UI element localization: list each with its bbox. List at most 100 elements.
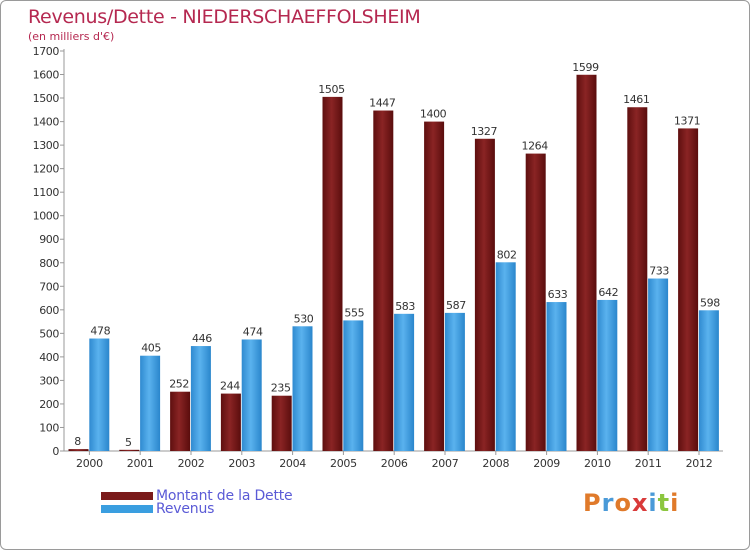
x-tick-label: 2007: [432, 457, 459, 470]
y-tick-label: 0: [52, 445, 59, 458]
y-tick-label: 1600: [33, 69, 60, 82]
logo-letter: i: [648, 489, 658, 517]
debt-bar: [474, 138, 495, 451]
revenue-bar: [546, 302, 567, 451]
x-tick-label: 2010: [584, 457, 611, 470]
debt-bar: [525, 153, 546, 451]
debt-value-label: 1400: [420, 108, 447, 121]
y-tick-label: 600: [39, 304, 59, 317]
revenue-bar: [444, 312, 465, 451]
debt-value-label: 5: [125, 436, 132, 449]
legend-swatch-debt: [101, 492, 153, 500]
revenue-value-label: 478: [90, 325, 110, 338]
debt-bar: [68, 449, 89, 451]
debt-bar: [576, 74, 597, 451]
logo-letter: i: [670, 489, 680, 517]
revenue-value-label: 583: [395, 300, 415, 313]
revenue-bar: [89, 338, 110, 451]
revenue-value-label: 446: [192, 332, 212, 345]
y-tick-label: 700: [39, 280, 59, 293]
logo-letter: o: [614, 489, 632, 517]
y-tick-label: 800: [39, 257, 59, 270]
y-tick-label: 1300: [33, 139, 60, 152]
revenue-bar: [394, 313, 415, 451]
debt-value-label: 1264: [521, 140, 548, 153]
revenue-bar: [343, 320, 364, 451]
revenue-bar: [597, 299, 618, 451]
revenue-value-label: 405: [141, 342, 161, 355]
chart-title: Revenus/Dette - NIEDERSCHAEFFOLSHEIM: [28, 6, 421, 28]
x-tick-label: 2011: [635, 457, 662, 470]
revenue-value-label: 802: [497, 248, 517, 261]
legend-swatch-revenue: [101, 505, 153, 513]
x-tick-label: 2004: [279, 457, 306, 470]
revenue-bar: [495, 262, 516, 451]
revenue-bar: [292, 326, 313, 451]
logo-letter: P: [583, 489, 602, 517]
revenue-value-label: 530: [294, 312, 314, 325]
logo-letter: r: [601, 489, 615, 517]
revenue-value-label: 474: [243, 325, 263, 338]
revenue-bar: [698, 310, 719, 451]
debt-bar: [373, 110, 394, 451]
debt-value-label: 235: [271, 382, 291, 395]
revenue-bar: [241, 339, 262, 451]
x-tick-label: 2000: [76, 457, 103, 470]
y-tick-label: 1500: [33, 92, 60, 105]
y-tick-label: 300: [39, 374, 59, 387]
legend-item-debt: Montant de la Dette: [101, 488, 293, 504]
revenue-value-label: 555: [344, 306, 364, 319]
debt-bar: [271, 395, 292, 451]
y-tick-label: 1000: [33, 210, 60, 223]
y-tick-label: 1200: [33, 163, 60, 176]
x-tick-label: 2002: [178, 457, 205, 470]
x-tick-label: 2006: [381, 457, 408, 470]
logo-letter: t: [657, 489, 671, 517]
debt-bar: [424, 121, 445, 452]
debt-bar: [322, 96, 343, 451]
x-tick-label: 2001: [127, 457, 154, 470]
revenue-value-label: 633: [548, 288, 568, 301]
y-tick-label: 1100: [33, 186, 60, 199]
x-tick-label: 2005: [330, 457, 357, 470]
y-tick-label: 1400: [33, 116, 60, 129]
revenue-value-label: 733: [649, 265, 669, 278]
revenue-value-label: 587: [446, 299, 466, 312]
revenue-value-label: 598: [700, 296, 720, 309]
x-tick-label: 2009: [533, 457, 560, 470]
revenue-bar: [648, 278, 669, 451]
debt-value-label: 1371: [674, 114, 700, 127]
debt-value-label: 244: [220, 380, 240, 393]
debt-value-label: 1461: [623, 93, 649, 106]
legend-label-revenue: Revenus: [156, 501, 215, 517]
x-tick-label: 2003: [228, 457, 255, 470]
revenue-bar: [190, 346, 211, 451]
revenue-value-label: 642: [598, 286, 618, 299]
chart-subtitle: (en milliers d'€): [28, 30, 115, 43]
x-tick-label: 2008: [482, 457, 509, 470]
debt-value-label: 1327: [471, 125, 498, 138]
debt-value-label: 1599: [572, 61, 599, 74]
debt-bar: [119, 449, 140, 451]
debt-bar: [678, 128, 699, 451]
debt-bar: [220, 393, 241, 451]
debt-bar: [627, 107, 648, 451]
debt-value-label: 252: [169, 378, 189, 391]
debt-value-label: 1447: [369, 97, 396, 110]
y-tick-label: 400: [39, 351, 59, 364]
y-tick-label: 100: [39, 421, 59, 434]
legend-label-debt: Montant de la Dette: [156, 488, 293, 504]
debt-bar: [170, 391, 191, 451]
debt-value-label: 8: [74, 435, 81, 448]
logo-letter: x: [631, 489, 649, 517]
y-tick-label: 500: [39, 327, 59, 340]
legend-item-revenue: Revenus: [101, 501, 214, 517]
debt-value-label: 1505: [318, 83, 345, 96]
y-tick-label: 900: [39, 233, 59, 246]
proxiti-logo: Proxiti: [583, 489, 679, 517]
y-tick-label: 1700: [33, 45, 60, 58]
y-tick-label: 200: [39, 398, 59, 411]
x-tick-label: 2012: [686, 457, 713, 470]
